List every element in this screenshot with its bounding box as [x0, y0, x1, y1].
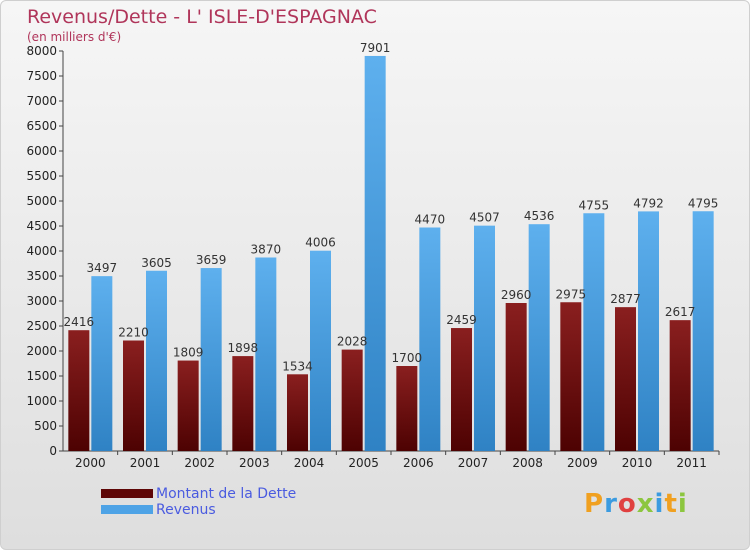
logo-letter: o [617, 489, 637, 519]
debt-value-label: 2028 [337, 335, 368, 349]
debt-bar [287, 374, 308, 451]
y-tick-label: 6000 [26, 144, 57, 158]
debt-bar [451, 328, 472, 451]
debt-bar [560, 302, 582, 451]
chart-title: Revenus/Dette - L' ISLE-D'ESPAGNAC [27, 6, 377, 28]
x-tick-label: 2002 [184, 456, 215, 470]
revenue-value-label: 4755 [579, 198, 610, 212]
revenue-bar [255, 257, 277, 451]
revenue-bar [419, 227, 441, 451]
revenue-value-label: 4507 [469, 211, 500, 225]
x-tick-label: 2008 [512, 456, 543, 470]
revenue-bar [474, 225, 495, 451]
y-tick-label: 1000 [26, 394, 57, 408]
y-tick-label: 4500 [26, 219, 57, 233]
revenue-value-label: 3605 [141, 256, 172, 270]
revenue-value-label: 4792 [633, 196, 664, 210]
debt-value-label: 1700 [392, 351, 423, 365]
y-tick-label: 5500 [26, 169, 57, 183]
revenue-bar [692, 211, 714, 451]
revenue-value-label: 4795 [688, 196, 719, 210]
logo-letter: P [584, 489, 605, 519]
x-tick-label: 2001 [130, 456, 161, 470]
logo-letter: x [636, 489, 655, 519]
debt-value-label: 1809 [173, 346, 204, 360]
debt-bar [396, 366, 418, 451]
y-tick-label: 0 [49, 444, 57, 458]
y-tick-label: 4000 [26, 244, 57, 258]
debt-bar [505, 303, 527, 451]
y-tick-label: 3500 [26, 269, 57, 283]
debt-bar [68, 330, 90, 451]
debt-bar [123, 340, 144, 451]
revenue-value-label: 7901 [360, 41, 391, 55]
chart-subtitle: (en milliers d'€) [27, 30, 122, 44]
debt-value-label: 2459 [446, 313, 477, 327]
debt-bar [177, 360, 199, 451]
revenue-bar [91, 276, 113, 451]
debt-value-label: 2960 [501, 288, 532, 302]
logo-letter: i [654, 489, 665, 519]
legend-swatch-revenue [101, 505, 153, 514]
debt-value-label: 1534 [282, 359, 313, 373]
debt-value-label: 2210 [118, 326, 149, 340]
y-tick-label: 2500 [26, 319, 57, 333]
proxiti-logo: Proxiti [584, 489, 688, 519]
x-tick-label: 2007 [458, 456, 489, 470]
revenue-value-label: 4536 [524, 209, 555, 223]
legend-label-debt: Montant de la Dette [156, 486, 297, 502]
logo-letter: i [677, 489, 688, 519]
y-tick-label: 500 [34, 419, 57, 433]
debt-value-label: 2975 [556, 287, 587, 301]
debt-value-label: 2416 [64, 315, 95, 329]
revenue-value-label: 3870 [251, 243, 282, 257]
revenue-value-label: 3497 [87, 261, 118, 275]
y-tick-label: 1500 [26, 369, 57, 383]
debt-value-label: 2617 [665, 305, 696, 319]
x-tick-label: 2011 [676, 456, 707, 470]
legend-swatch-debt [101, 489, 153, 498]
y-tick-label: 8000 [26, 44, 57, 58]
revenue-bar [583, 213, 605, 451]
x-tick-label: 2005 [348, 456, 379, 470]
revenue-value-label: 4470 [415, 213, 446, 227]
revenue-bar [146, 270, 167, 451]
revenue-bar [364, 55, 386, 451]
revenue-value-label: 4006 [305, 236, 336, 250]
debt-bar [669, 320, 691, 451]
x-tick-label: 2000 [75, 456, 106, 470]
legend-label-revenue: Revenus [156, 502, 216, 518]
revenue-bar [200, 268, 222, 451]
y-tick-label: 7500 [26, 69, 57, 83]
logo-letter: t [664, 489, 678, 519]
revenue-value-label: 3659 [196, 253, 227, 267]
y-tick-label: 5000 [26, 194, 57, 208]
y-tick-label: 6500 [26, 119, 57, 133]
x-tick-label: 2004 [294, 456, 325, 470]
revenue-bar [638, 211, 659, 451]
debt-bar [232, 356, 254, 451]
x-tick-label: 2003 [239, 456, 270, 470]
debt-bar [341, 349, 363, 451]
y-tick-label: 7000 [26, 94, 57, 108]
revenue-bar [310, 250, 331, 451]
debt-bar [615, 307, 636, 451]
y-tick-label: 3000 [26, 294, 57, 308]
revenue-bar [528, 224, 550, 451]
y-tick-label: 2000 [26, 344, 57, 358]
x-tick-label: 2006 [403, 456, 434, 470]
x-tick-label: 2009 [567, 456, 598, 470]
debt-value-label: 2877 [610, 292, 641, 306]
debt-value-label: 1898 [228, 341, 259, 355]
logo-letter: r [604, 489, 618, 519]
x-tick-label: 2010 [622, 456, 653, 470]
